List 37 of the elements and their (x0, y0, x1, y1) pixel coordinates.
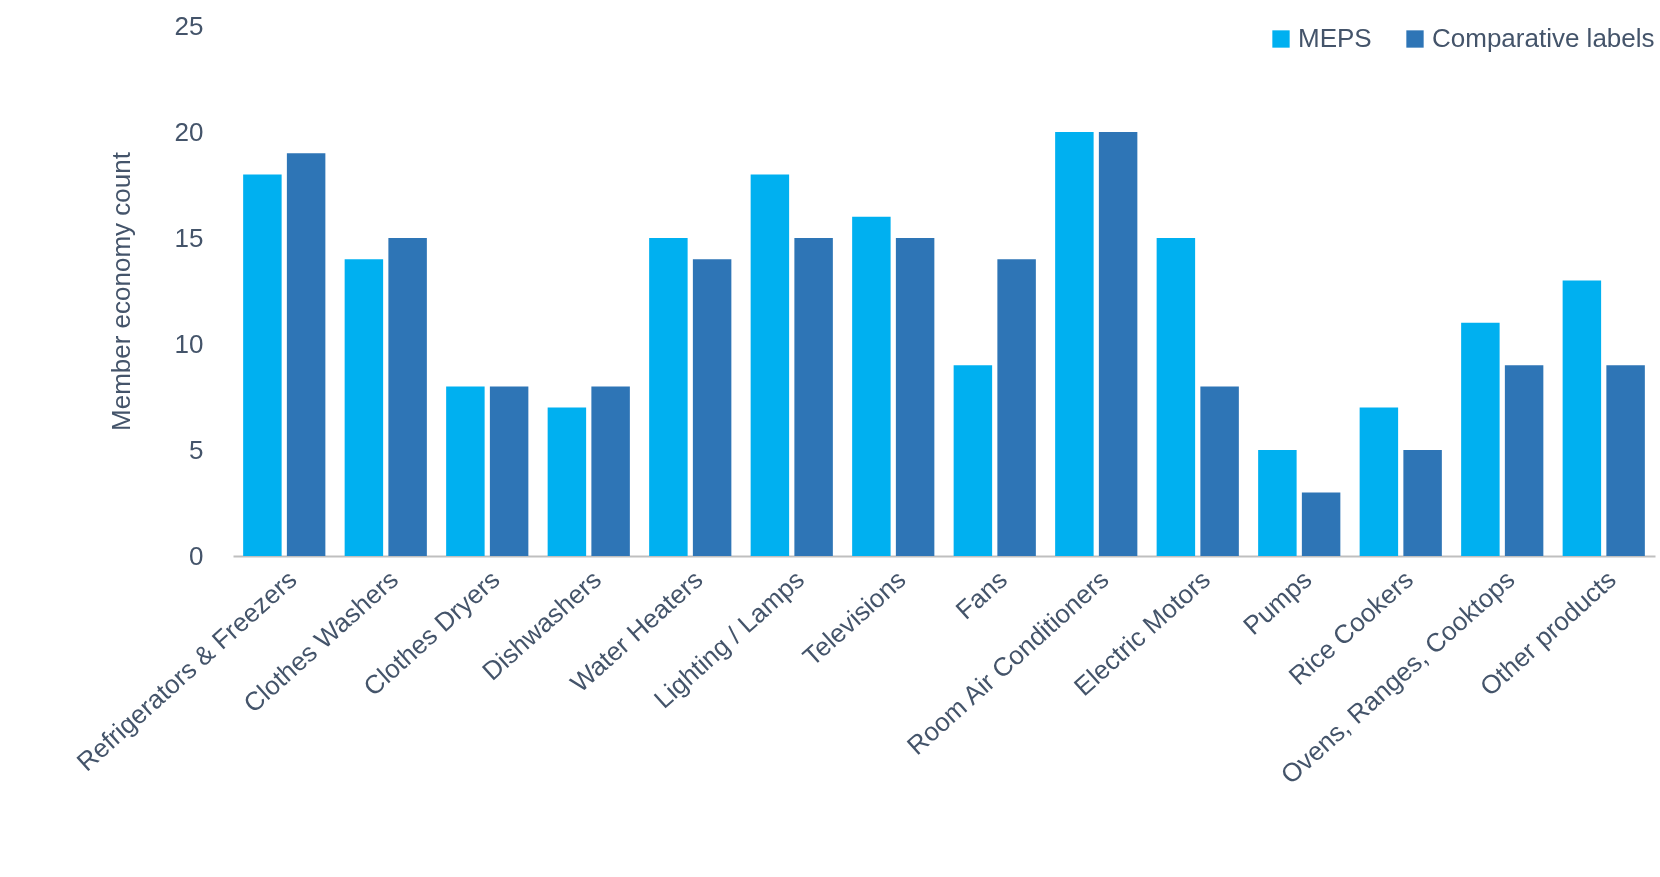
bar (1461, 322, 1500, 556)
legend-label: MEPS (1298, 23, 1372, 53)
bar (1156, 238, 1196, 556)
legend-label: Comparative labels (1432, 23, 1655, 53)
bar (1403, 450, 1442, 556)
bar (750, 174, 790, 556)
bar (1359, 407, 1399, 556)
bar (1098, 132, 1138, 556)
bar (489, 386, 529, 556)
y-tick-label: 20 (174, 116, 204, 147)
bar (794, 238, 833, 556)
bar (649, 238, 688, 556)
bar (1200, 386, 1239, 556)
bar (547, 407, 587, 556)
bar (344, 259, 384, 556)
bar (1258, 450, 1297, 556)
bar (286, 153, 326, 556)
bar (1301, 492, 1341, 556)
y-tick-label: 10 (174, 328, 204, 359)
y-tick-label: 5 (189, 434, 204, 465)
bar (1562, 280, 1602, 556)
y-axis-title: Member economy count (105, 151, 136, 431)
bar (388, 238, 427, 556)
bar (852, 216, 891, 556)
y-tick-label: 25 (174, 10, 204, 41)
bar (895, 238, 935, 556)
bar (997, 259, 1036, 556)
bar (953, 365, 993, 556)
bar (692, 259, 732, 556)
bar (1504, 365, 1544, 556)
bar (243, 174, 282, 556)
bar (1606, 365, 1645, 556)
bar (591, 386, 630, 556)
bar (1055, 132, 1094, 556)
y-tick-label: 15 (174, 222, 204, 253)
bar (446, 386, 485, 556)
y-tick-label: 0 (189, 540, 204, 571)
